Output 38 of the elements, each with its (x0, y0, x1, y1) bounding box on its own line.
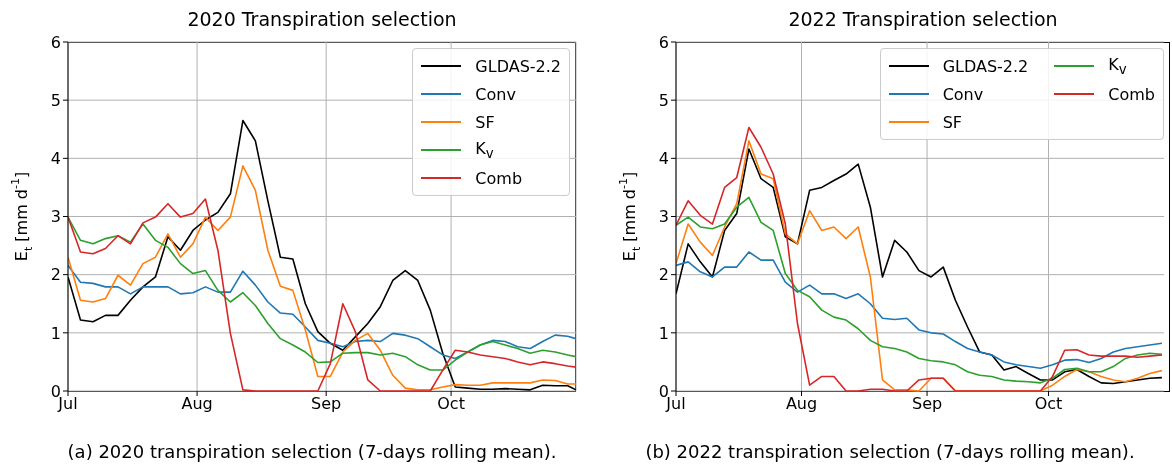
y-tick-label: 2 (658, 265, 669, 285)
x-tick-label: Aug (181, 394, 213, 414)
legend-label: Comb (1108, 84, 1155, 104)
y-tick-label: 6 (50, 32, 61, 52)
legend-label: Comb (475, 168, 523, 188)
y-tick-label: 2 (50, 265, 61, 285)
line-series (68, 264, 576, 360)
y-tick-label: 0 (50, 381, 61, 401)
y-tick-label: 1 (658, 323, 669, 343)
text: (b) 2022 transpiration selection (7-days rolling mean). (644, 441, 1136, 462)
legend-label: GLDAS-2.2 (942, 56, 1029, 76)
x-tick-label: Aug (785, 394, 818, 414)
y-tick-label: 3 (658, 207, 669, 227)
legend-label: GLDAS-2.2 (475, 56, 561, 76)
y-tick-label: 4 (50, 149, 61, 169)
line-series (68, 216, 576, 371)
x-tick-label: Oct (437, 394, 465, 414)
x-tick-label: Oct (1034, 394, 1063, 414)
legend-label: Conv (942, 84, 984, 104)
x-tick-label: Sep (311, 394, 342, 414)
y-tick-label: 3 (50, 207, 61, 227)
y-tick-label: 6 (658, 32, 669, 52)
chart-title: 2022 Transpiration selection (787, 8, 1059, 30)
y-tick-label: 0 (658, 381, 669, 401)
legend-label: SF (475, 112, 495, 132)
y-tick-label: 4 (658, 149, 669, 169)
x-tick-label: Sep (911, 394, 943, 414)
y-tick-label: 5 (658, 90, 669, 110)
chart-title: 2020 Transpiration selection (186, 8, 458, 30)
legend-label: SF (942, 112, 962, 132)
text: (a) 2020 transpiration selection (7-days rolling mean). (66, 441, 558, 462)
line-series (676, 196, 1163, 384)
legend-label: Conv (475, 84, 516, 104)
line-series (676, 251, 1163, 370)
legend-label: K$_{v}$ (475, 138, 494, 162)
legend-label: K$_{v}$ (1108, 54, 1127, 78)
y-tick-label: 1 (50, 323, 61, 343)
y-tick-label: 5 (50, 90, 61, 110)
